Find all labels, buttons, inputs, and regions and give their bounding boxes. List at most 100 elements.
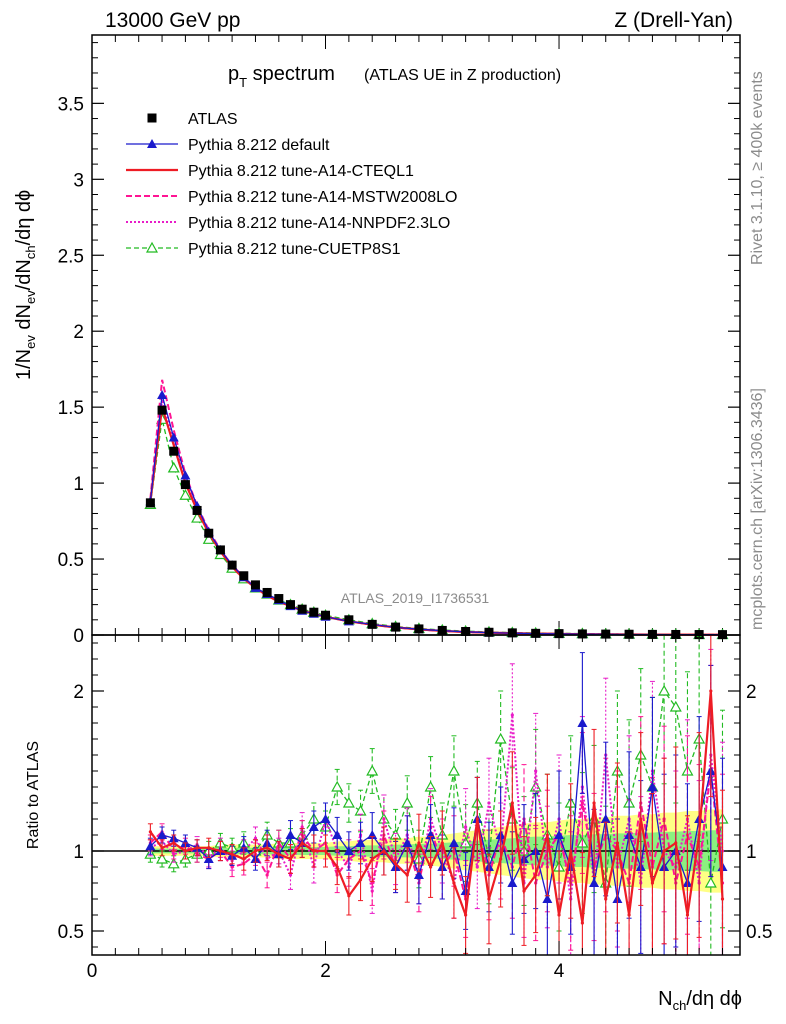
ratio-point-nnpdf [253, 836, 258, 840]
ratio-point-cteql1 [615, 841, 620, 845]
point-atlas [274, 594, 284, 604]
point-atlas [262, 587, 272, 597]
ratio-point-cteql1 [674, 841, 678, 845]
ratio-point-default [332, 830, 343, 839]
ratio-point-nnpdf [475, 865, 479, 869]
x-tick-label: 0 [87, 961, 98, 982]
ratio-panel: 0.5 0.5 1 1 2 2 0 2 4 Ratio to ATLAS Nch/dη dϕ [25, 634, 772, 1013]
point-atlas [437, 625, 447, 635]
chart-title: pT spectrum [228, 63, 335, 90]
ratio-point-cteql1 [393, 862, 398, 866]
point-atlas [250, 580, 260, 590]
ratio-y-tick-label: 1 [73, 842, 84, 863]
point-atlas [180, 480, 190, 490]
title-rest: spectrum [247, 63, 335, 85]
ratio-point-cteql1 [685, 913, 690, 917]
ratio-point-cuetp8s1 [167, 857, 180, 869]
ratio-point-cteql1 [265, 846, 269, 850]
ratio-point-default [554, 830, 565, 839]
ratio-point-cuetp8s1 [366, 764, 379, 776]
ratio-point-default [203, 854, 214, 863]
main-y-tick-label: 1 [73, 474, 84, 495]
point-atlas [321, 610, 331, 620]
ratio-point-default [600, 814, 611, 823]
main-y-ticks: 0 0.5 1 1.5 2 2.5 3 3.5 [58, 35, 740, 647]
ratio-point-cteql1 [499, 857, 503, 861]
main-y-tick-label: 1.5 [58, 398, 84, 419]
legend-label-cteql1: Pythia 8.212 tune-A14-CTEQL1 [188, 163, 414, 180]
ratio-point-cteql1 [230, 852, 234, 856]
ratio-point-cteql1 [207, 846, 211, 850]
ratio-point-cteql1 [148, 830, 152, 834]
ratio-point-default [145, 841, 156, 851]
legend-label-mstw: Pythia 8.212 tune-A14-MSTW2008LO [188, 189, 457, 206]
point-atlas [414, 624, 424, 634]
ratio-point-cuetp8s1 [669, 700, 682, 712]
ratio-point-cteql1 [312, 849, 316, 853]
ratio-point-cteql1 [358, 878, 363, 882]
point-atlas [192, 505, 202, 515]
legend-marker-atlas [147, 113, 157, 123]
ratio-point-cteql1 [510, 801, 514, 805]
ratio-point-cteql1 [650, 881, 655, 885]
ratio-point-cuetp8s1 [354, 804, 367, 816]
ratio-point-default [402, 838, 413, 847]
ratio-y-tick-label: 2 [73, 682, 84, 703]
point-atlas [309, 607, 319, 617]
point-default [180, 470, 191, 480]
ratio-point-nnpdf [487, 801, 491, 805]
ratio-point-default [355, 838, 366, 847]
ratio-y-tick-label-right: 1 [746, 842, 757, 863]
ratio-point-cteql1 [720, 897, 725, 901]
ratio-point-cteql1 [277, 852, 281, 856]
rivet-label: Rivet 3.1.10, ≥ 400k events [749, 71, 766, 265]
ratio-point-nnpdf [510, 713, 514, 717]
analysis-label: ATLAS_2019_I1736531 [341, 590, 490, 606]
main-panel: 0 0.5 1 1.5 2 2.5 3 3.5 pT spectrum (ATLAS UE i… [13, 34, 741, 647]
main-y-axis-label: 1/Nev dNev/dNch/dη dϕ [13, 190, 38, 380]
point-atlas [204, 528, 214, 538]
ratio-point-default [157, 830, 168, 839]
ratio-point-cteql1 [428, 865, 433, 869]
main-y-tick-label: 0 [73, 626, 84, 647]
ratio-point-mstw [230, 865, 234, 869]
ratio-point-cteql1 [417, 841, 421, 845]
main-y-tick-label: 3 [73, 170, 84, 191]
ratio-point-mstw [370, 881, 374, 885]
ratio-point-cteql1 [370, 857, 374, 861]
point-atlas [391, 622, 401, 632]
point-atlas [531, 628, 541, 638]
ratio-point-cteql1 [300, 841, 304, 845]
point-atlas [484, 627, 494, 637]
ratio-point-default [542, 894, 553, 903]
ratio-point-cteql1 [347, 894, 351, 898]
ratio-point-nnpdf [464, 825, 468, 829]
ratio-point-cteql1 [569, 849, 573, 853]
ratio-point-cteql1 [440, 841, 444, 845]
ratio-point-cuetp8s1 [331, 780, 344, 792]
legend-label-default: Pythia 8.212 default [188, 137, 330, 154]
ratio-point-cteql1 [639, 817, 643, 821]
point-atlas [145, 498, 155, 508]
legend-label-nnpdf: Pythia 8.212 tune-A14-NNPDF2.3LO [188, 215, 450, 232]
ratio-point-cteql1 [253, 849, 258, 853]
ratio-point-cuetp8s1 [401, 796, 414, 808]
ratio-point-cteql1 [464, 913, 468, 917]
ratio-point-cuetp8s1 [389, 828, 402, 840]
ratio-point-cteql1 [709, 689, 713, 693]
ratio-point-default [320, 814, 331, 823]
ratio-point-cuetp8s1 [459, 836, 472, 848]
ratio-point-cteql1 [242, 857, 246, 861]
ratio-point-nnpdf [534, 769, 538, 773]
ratio-point-cteql1 [487, 897, 491, 901]
point-atlas [344, 615, 354, 625]
ratio-line-cteql1 [149, 690, 724, 924]
title-sub: T [239, 75, 247, 90]
ratio-point-cteql1 [323, 849, 328, 853]
ratio-line-nnpdf [149, 714, 724, 900]
ratio-point-cuetp8s1 [658, 684, 671, 696]
ratio-point-default [448, 838, 459, 847]
ratio-line-mstw [149, 770, 724, 900]
point-atlas [601, 629, 611, 639]
